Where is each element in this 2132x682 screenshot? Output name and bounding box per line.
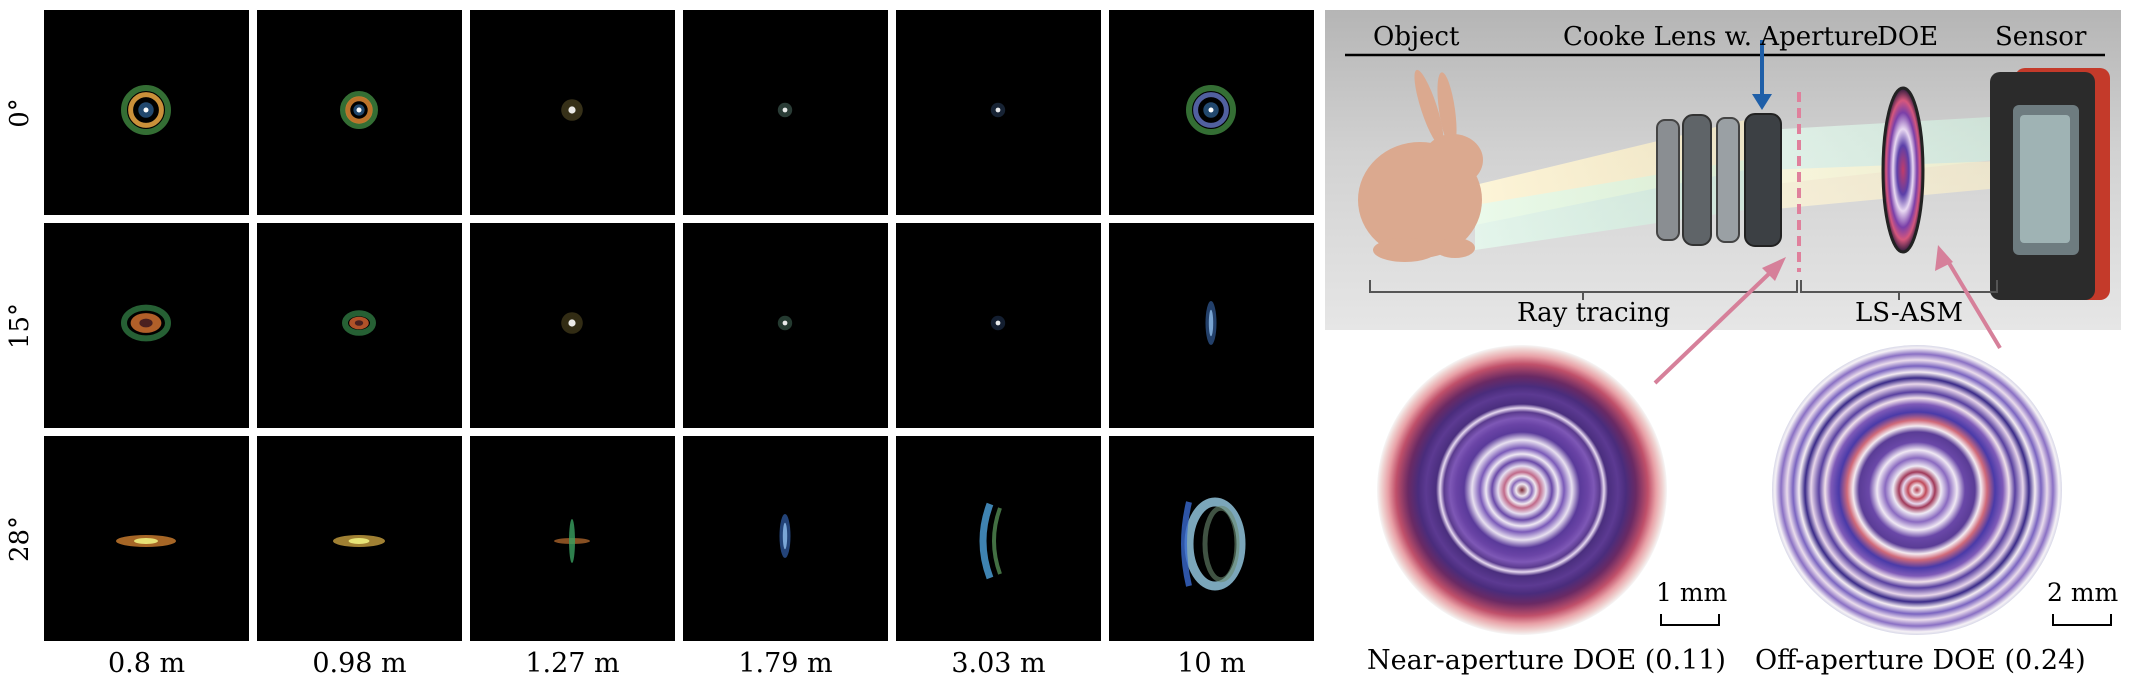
psf-cell-r0-c4 [896, 10, 1101, 215]
row-label-0: 0° [4, 97, 35, 128]
scale-bar-near [1660, 614, 1720, 626]
header-cooke-lens: Cooke Lens w. Aperture [1563, 22, 1879, 52]
column-label-5: 10 m [1177, 648, 1246, 679]
column-label-2: 1.27 m [525, 648, 620, 679]
column-label-4: 3.03 m [951, 648, 1046, 679]
psf-cell-r2-c3 [683, 436, 888, 641]
column-label-0: 0.8 m [107, 648, 186, 679]
psf-cell-r1-c0 [44, 223, 249, 428]
optical-setup-illustration: Object Cooke Lens w. Aperture DOE Sensor… [1325, 10, 2121, 330]
label-ls-asm: LS-ASM [1855, 298, 1964, 328]
column-label-1: 0.98 m [312, 648, 407, 679]
column-label-3: 1.79 m [738, 648, 833, 679]
scale-label-near: 1 mm [1656, 578, 1728, 607]
row-label-2: 28° [5, 515, 35, 562]
caption-off-aperture-doe: Off-aperture DOE (0.24) [1755, 645, 2086, 676]
psf-cell-r2-c4 [896, 436, 1101, 641]
doe-element [1881, 86, 1925, 254]
psf-cell-r2-c2 [470, 436, 675, 641]
psf-cell-r0-c3 [683, 10, 888, 215]
ls-asm-bracket [1800, 280, 1998, 293]
psf-cell-r0-c5 [1109, 10, 1314, 215]
bunny-object [1358, 69, 1483, 262]
ray-tracing-bracket [1369, 280, 1798, 293]
psf-cell-r1-c4 [896, 223, 1101, 428]
sensor [1990, 68, 2110, 300]
caption-near-aperture-doe: Near-aperture DOE (0.11) [1367, 645, 1726, 676]
psf-cell-r1-c2 [470, 223, 675, 428]
row-label-1: 15° [5, 302, 35, 349]
psf-cell-r2-c1 [257, 436, 462, 641]
label-ray-tracing: Ray tracing [1517, 298, 1671, 328]
psf-cell-r0-c0 [44, 10, 249, 215]
scale-label-off: 2 mm [2047, 578, 2119, 607]
psf-cell-r0-c1 [257, 10, 462, 215]
psf-cell-r1-c5 [1109, 223, 1314, 428]
scale-bar-off [2052, 614, 2112, 626]
psf-grid: 0° 15° 28° 0.8 m 0.98 m 1.27 m 1.79 m 3.03 m 10… [4, 10, 1314, 679]
header-doe: DOE [1877, 22, 1939, 52]
psf-cell-r0-c2 [470, 10, 675, 215]
header-object: Object [1373, 22, 1460, 52]
psf-cell-r1-c1 [257, 223, 462, 428]
psf-cell-r2-c0 [44, 436, 249, 641]
off-aperture-doe-pattern [1772, 345, 2062, 635]
near-aperture-doe-pattern [1377, 345, 1667, 635]
header-sensor: Sensor [1995, 22, 2087, 52]
psf-cell-r1-c3 [683, 223, 888, 428]
cooke-lens [1656, 113, 1782, 247]
psf-cell-r2-c5 [1109, 436, 1314, 641]
